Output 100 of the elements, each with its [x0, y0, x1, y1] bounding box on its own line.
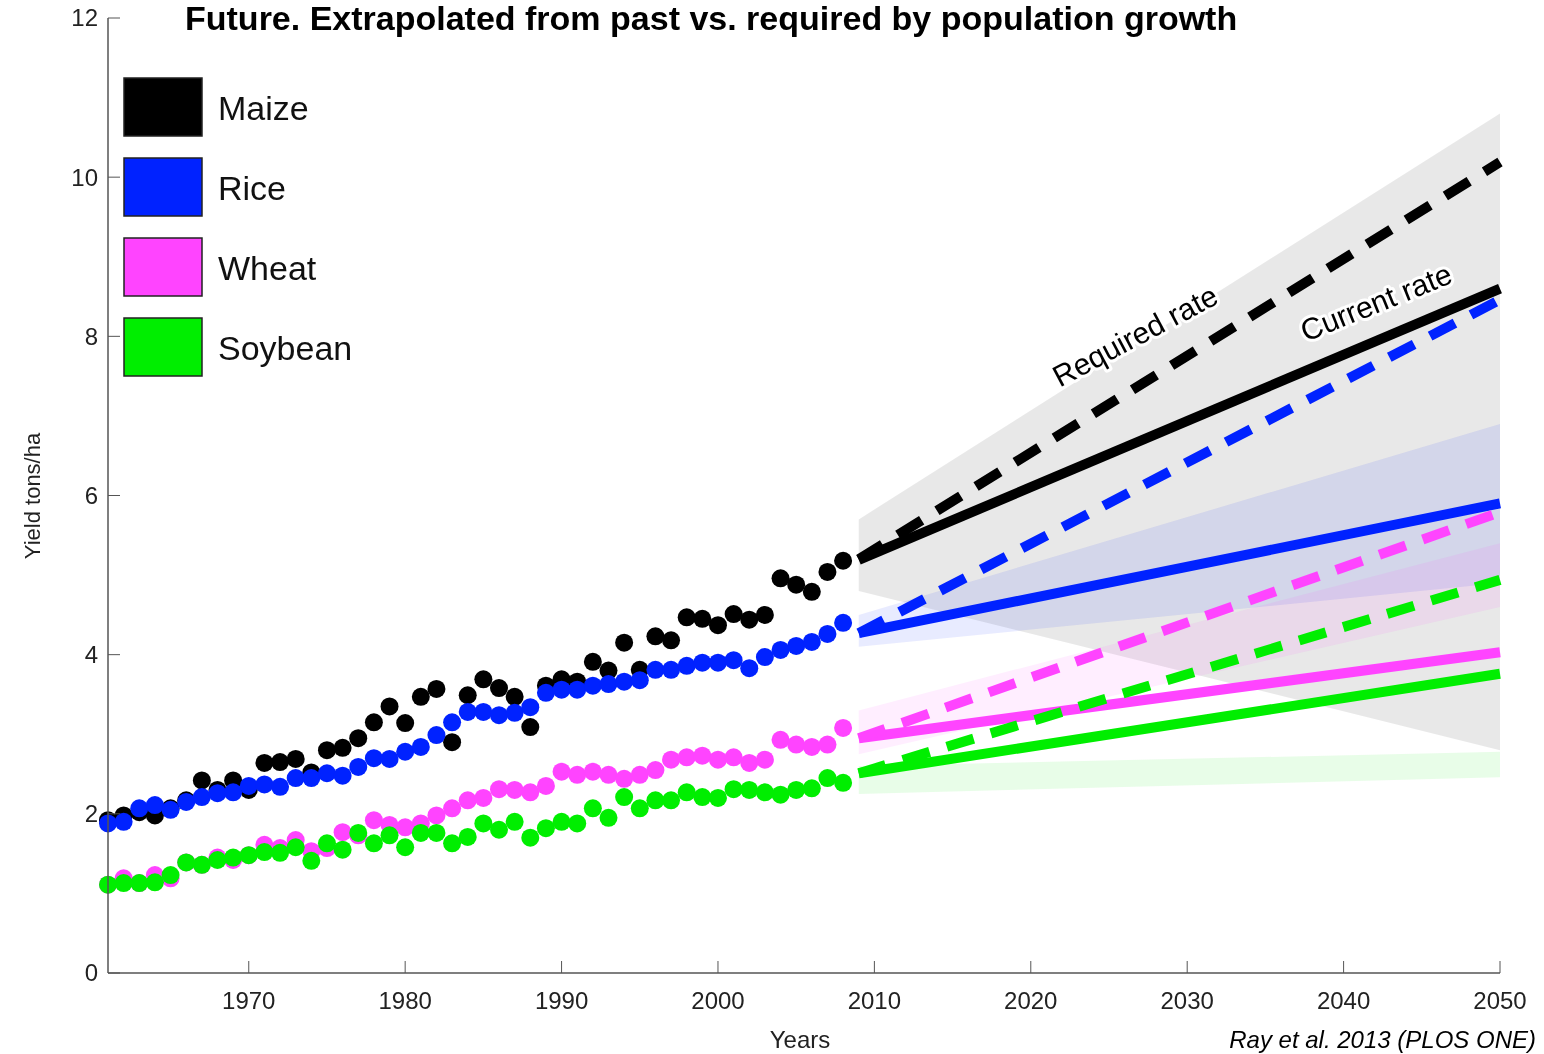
point: [192, 771, 211, 790]
point: [708, 653, 727, 672]
point: [677, 656, 696, 675]
point: [380, 826, 399, 845]
point: [302, 851, 321, 870]
point: [443, 799, 462, 818]
point: [724, 780, 743, 799]
point: [568, 814, 587, 833]
point: [333, 738, 352, 757]
x-tick-label: 2000: [691, 987, 745, 1014]
point: [333, 766, 352, 785]
x-tick-label: 2020: [1004, 987, 1058, 1014]
point: [474, 670, 493, 689]
point: [693, 609, 712, 628]
point: [599, 675, 618, 694]
point: [740, 753, 759, 772]
point: [427, 823, 446, 842]
text: Ray et al. 2013 (PLOS ONE): [1229, 1026, 1536, 1053]
point: [615, 769, 634, 788]
annotation: Current rate: [1295, 256, 1457, 348]
point: [708, 750, 727, 769]
point: [802, 632, 821, 651]
point: [834, 551, 853, 570]
point: [615, 633, 634, 652]
legend-label: Maize: [218, 89, 309, 127]
point: [536, 819, 555, 838]
point: [192, 788, 211, 807]
point: [286, 749, 305, 768]
point: [271, 777, 290, 796]
point: [818, 769, 837, 788]
point: [505, 812, 524, 831]
point: [521, 783, 540, 802]
point: [364, 713, 383, 732]
point: [599, 765, 618, 784]
point: [740, 659, 759, 678]
point: [396, 742, 415, 761]
point: [411, 687, 430, 706]
legend-label: Rice: [218, 169, 287, 207]
point: [630, 765, 649, 784]
point: [771, 785, 790, 804]
point: [521, 718, 540, 737]
x-tick-label: 2030: [1160, 987, 1214, 1014]
point: [599, 808, 618, 827]
point: [364, 834, 383, 853]
point: [834, 718, 853, 737]
point: [818, 735, 837, 754]
point: [474, 702, 493, 721]
point: [646, 627, 665, 646]
x-tick-label: 2010: [847, 987, 902, 1014]
point: [708, 788, 727, 807]
y-tick-label: 6: [84, 481, 98, 509]
point: [818, 624, 837, 643]
y-tick-label: 10: [71, 163, 98, 191]
point: [552, 680, 571, 699]
point: [521, 828, 540, 847]
point: [662, 791, 681, 810]
point: [755, 783, 774, 802]
point: [474, 788, 493, 807]
point: [802, 779, 821, 798]
point: [380, 697, 399, 716]
y-tick-label: 0: [84, 959, 98, 987]
point: [615, 788, 634, 807]
point: [771, 730, 790, 749]
point: [114, 874, 133, 893]
point: [255, 753, 274, 772]
point: [239, 776, 258, 795]
point: [458, 827, 477, 846]
point: [333, 823, 352, 842]
point: [630, 671, 649, 690]
point: [724, 651, 743, 670]
point: [787, 735, 806, 754]
point: [474, 814, 493, 833]
point: [490, 706, 509, 725]
point: [130, 799, 149, 818]
point: [380, 749, 399, 768]
x-tick-label: 1970: [222, 987, 276, 1014]
point: [333, 840, 352, 859]
point: [114, 812, 133, 831]
point: [443, 733, 462, 752]
point: [145, 796, 164, 815]
legend-label: Soybean: [218, 329, 353, 367]
point: [364, 811, 383, 830]
point: [271, 843, 290, 862]
point: [646, 791, 665, 810]
legend-label: Wheat: [218, 249, 317, 287]
x-tick-label: 1990: [534, 987, 589, 1014]
point: [583, 676, 602, 695]
point: [427, 806, 446, 825]
point: [583, 652, 602, 671]
point: [255, 843, 274, 862]
point: [724, 748, 743, 767]
y-tick-label: 8: [84, 322, 98, 350]
point: [536, 683, 555, 702]
point: [458, 791, 477, 810]
point: [396, 714, 415, 733]
point: [583, 762, 602, 781]
point: [740, 610, 759, 629]
point: [505, 780, 524, 799]
point: [677, 783, 696, 802]
point: [755, 750, 774, 769]
